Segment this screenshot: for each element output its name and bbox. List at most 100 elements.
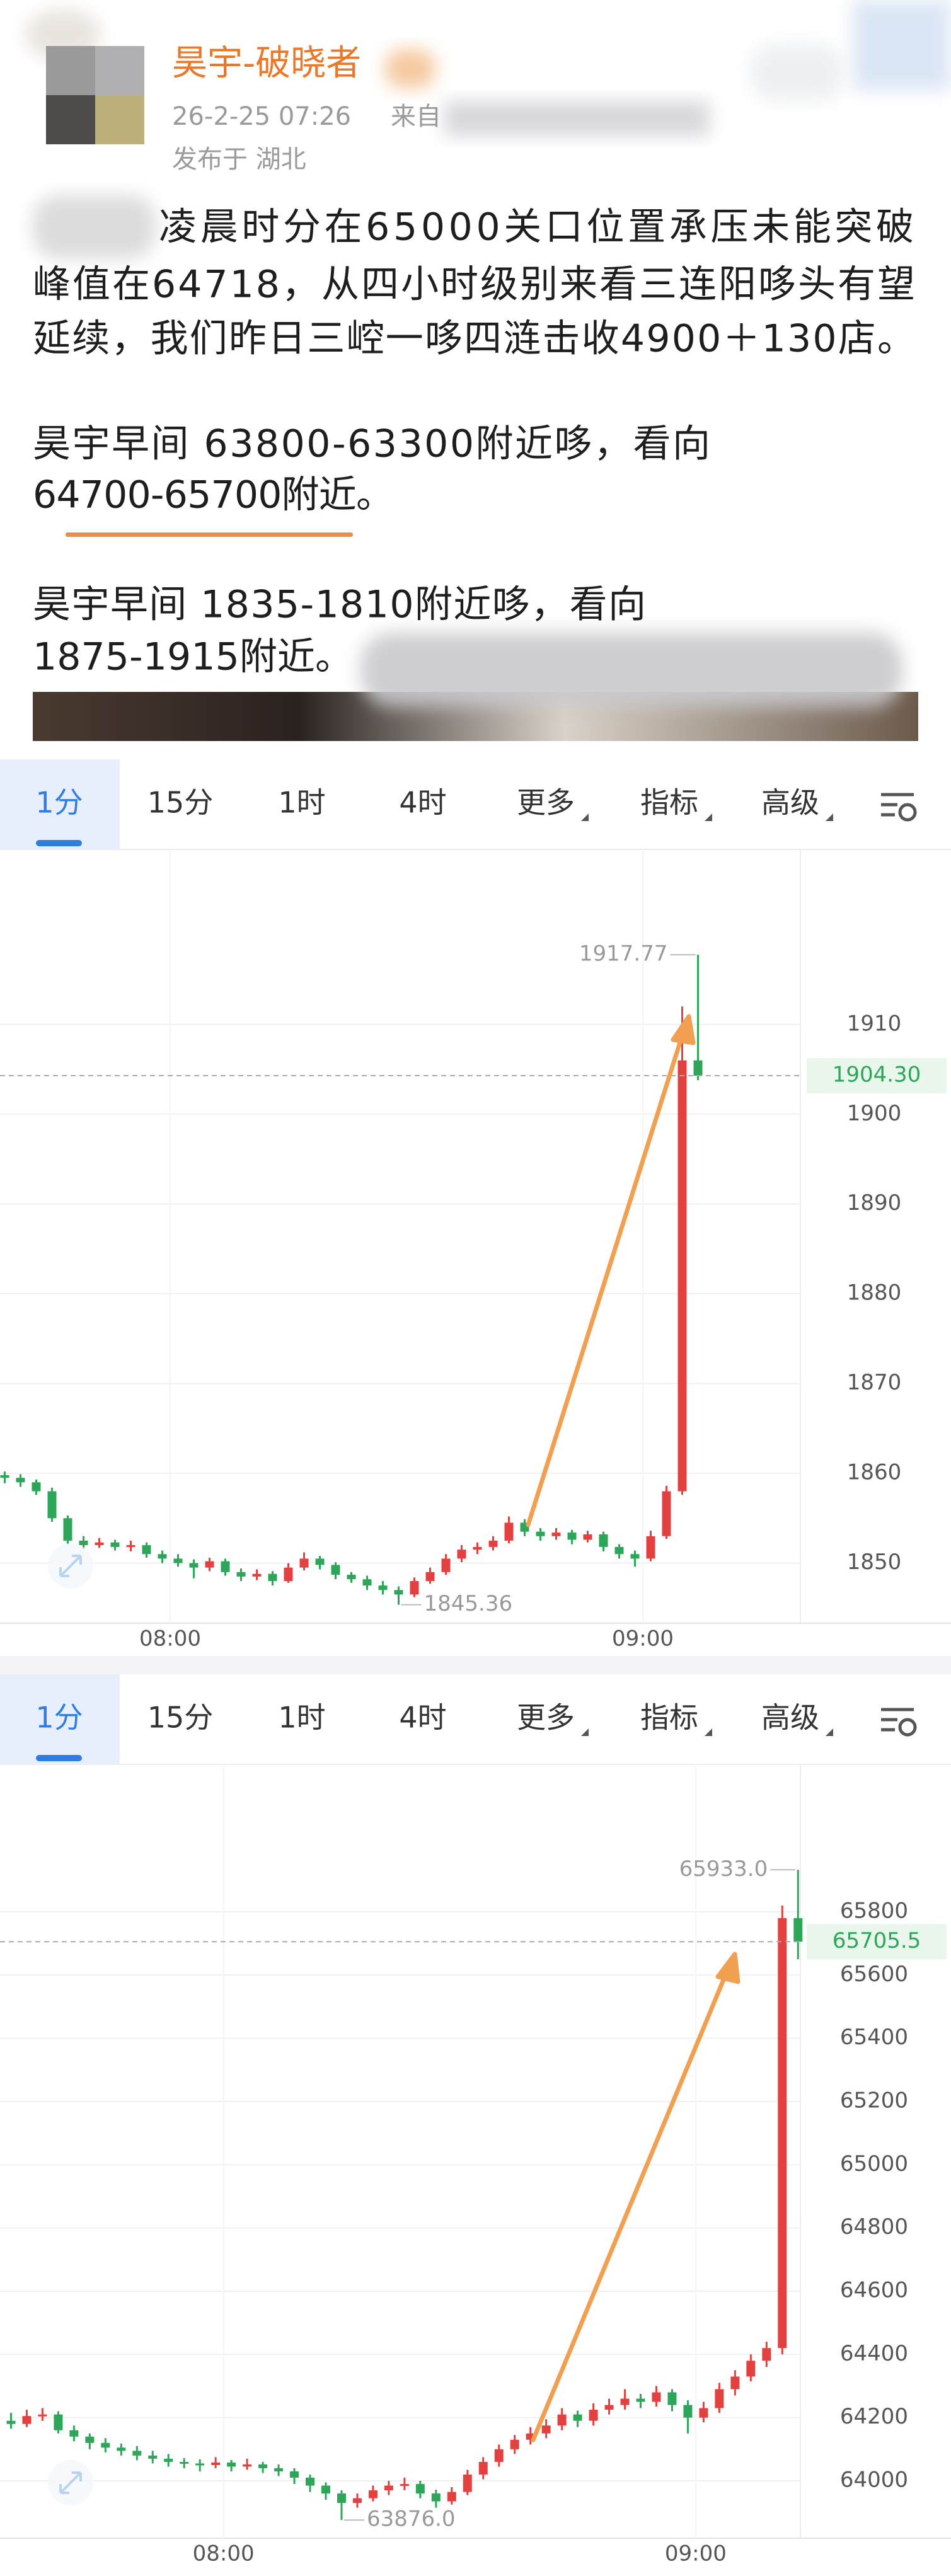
tab-bar — [0, 759, 951, 849]
candle-body — [284, 1567, 293, 1582]
candle-body — [189, 1563, 199, 1568]
candle-body — [315, 1558, 325, 1565]
candle-body — [32, 1482, 41, 1492]
y-tick-label: 1850 — [847, 1550, 902, 1575]
menu-tab[interactable]: 指标 — [640, 1701, 698, 1735]
candle-body — [164, 2458, 173, 2462]
menu-caret — [705, 814, 712, 821]
settings-icon[interactable] — [881, 1708, 917, 1737]
x-tick-label: 08:00 — [193, 2541, 255, 2567]
period-tab[interactable]: 1时 — [278, 1701, 325, 1735]
active-tab[interactable]: 1分 — [35, 786, 83, 820]
period-tab[interactable]: 15分 — [147, 1701, 214, 1735]
low-label: 63876.0 — [367, 2507, 456, 2532]
menu-caret — [826, 814, 833, 821]
candle-body — [541, 2425, 551, 2434]
high-label: 1917.77 — [579, 941, 668, 967]
candle-body — [557, 2414, 567, 2426]
y-tick-label: 64400 — [840, 2341, 908, 2366]
y-tick-label: 65400 — [840, 2025, 908, 2050]
candle-body — [158, 1554, 167, 1559]
period-tab[interactable]: 15分 — [147, 786, 214, 820]
settings-icon-lines — [881, 793, 914, 817]
post-location: 发布于 湖北 — [172, 145, 306, 174]
candle-body — [22, 2416, 32, 2424]
active-tab-bg — [0, 1674, 120, 1764]
candle-body — [173, 1558, 183, 1563]
expand-icon[interactable] — [48, 2460, 93, 2505]
settings-icon[interactable] — [881, 793, 917, 822]
menu-tab[interactable]: 高级 — [761, 1701, 819, 1735]
candle-body — [331, 1565, 340, 1575]
candle-body — [384, 2485, 393, 2491]
expand-icon[interactable] — [48, 1543, 93, 1589]
candle-body — [47, 1491, 57, 1519]
candle-body — [778, 1918, 787, 2349]
candle-body — [730, 2376, 740, 2389]
candle-body — [415, 2484, 425, 2494]
period-tab[interactable]: 4时 — [399, 786, 446, 820]
active-tab-bg — [0, 759, 120, 849]
candle-body — [488, 1540, 498, 1547]
candle-body — [110, 1542, 120, 1547]
y-tick-label: 1870 — [847, 1370, 902, 1395]
y-tick-label: 1880 — [847, 1280, 902, 1306]
y-tick-label: 65000 — [840, 2151, 908, 2176]
y-tick-label: 64800 — [840, 2214, 908, 2240]
candle-body — [536, 1531, 545, 1536]
blurred-text — [33, 195, 156, 258]
y-tick-label: 64600 — [840, 2277, 908, 2303]
period-tab[interactable]: 4时 — [399, 1701, 446, 1735]
arrow-head — [715, 1952, 741, 1984]
candle-body — [431, 2493, 441, 2502]
x-tick-label: 09:00 — [612, 1626, 674, 1652]
candle-body — [195, 2463, 205, 2466]
author-name[interactable]: 昊宇-破晓者 — [172, 43, 361, 84]
candle-body — [352, 2498, 362, 2504]
candle-body — [447, 2492, 456, 2502]
candle-body — [368, 2490, 378, 2498]
candle-body — [567, 1532, 577, 1540]
separator — [0, 1656, 951, 1674]
post-text: 昊宇早间 1835-1810附近哆，看向 — [33, 583, 646, 627]
candle-body — [252, 1573, 262, 1577]
candle-body — [117, 2447, 126, 2451]
avatar[interactable] — [25, 9, 144, 144]
candle-body — [425, 1572, 435, 1582]
active-tab[interactable]: 1分 — [35, 1701, 83, 1735]
menu-tab[interactable]: 指标 — [640, 786, 698, 820]
candle-body — [268, 1573, 277, 1582]
candle-body — [54, 2414, 63, 2430]
blurred-corner — [750, 44, 844, 101]
y-tick-label: 64200 — [840, 2404, 908, 2429]
period-tab[interactable]: 1时 — [278, 786, 325, 820]
last-price-box — [807, 1057, 947, 1093]
candle-body — [101, 2442, 110, 2448]
candle-body — [274, 2468, 284, 2471]
candle-body — [410, 1581, 419, 1595]
candle-body — [205, 1561, 214, 1568]
settings-icon-gear — [898, 1718, 917, 1737]
x-tick-label: 08:00 — [139, 1626, 201, 1652]
last-price-label: 1904.30 — [833, 1062, 921, 1087]
annotations — [526, 1014, 741, 2442]
menu-tab[interactable]: 高级 — [761, 786, 819, 820]
menu-tab[interactable]: 更多 — [517, 1701, 575, 1735]
post-text: 1875-1915附近。 — [33, 635, 353, 679]
y-tick-label: 1900 — [847, 1101, 902, 1126]
x-tick-label: 09:00 — [665, 2541, 727, 2567]
candle-body — [636, 2398, 645, 2402]
active-tab-indicator — [36, 840, 82, 846]
last-price-box — [807, 1924, 947, 1960]
candle-body — [457, 1550, 466, 1559]
menu-tab[interactable]: 更多 — [517, 786, 575, 820]
candle-body — [504, 1522, 514, 1541]
candle-body — [630, 1554, 640, 1559]
candle-body — [400, 2484, 409, 2487]
avatar-tile — [95, 95, 144, 144]
candle-body — [646, 1536, 655, 1559]
post-time: 26-2-25 07:26 — [172, 102, 351, 131]
settings-icon-lines — [881, 1708, 914, 1732]
candle-body — [126, 1545, 135, 1548]
